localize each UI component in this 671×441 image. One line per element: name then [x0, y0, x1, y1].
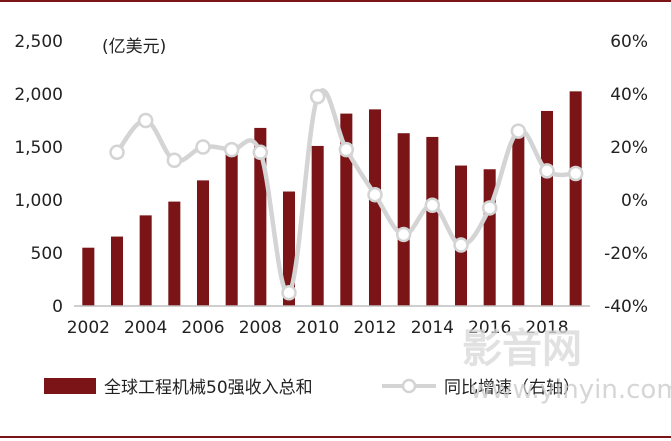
growth-point-2013: [395, 226, 412, 243]
growth-point-2010: [309, 88, 326, 105]
y-right-tick-label: 40%: [610, 85, 648, 105]
y-right-tick-label: 0%: [621, 191, 648, 211]
bar-2005: [168, 201, 181, 306]
y-left-tick-label: 2,000: [14, 85, 63, 105]
bar-2010: [311, 145, 324, 306]
y-left-tick-label: 1,000: [14, 191, 63, 211]
x-tick-label: 2006: [181, 318, 224, 338]
left-axis-unit-label: (亿美元): [102, 37, 166, 57]
legend-line-marker: [401, 378, 417, 394]
y-left-tick-label: 2,500: [14, 32, 63, 52]
growth-point-2016: [481, 200, 498, 216]
x-tick-label: 2004: [124, 318, 167, 338]
growth-point-2019: [567, 165, 584, 182]
growth-point-2012: [367, 186, 383, 203]
bar-2016: [483, 169, 496, 306]
watermark-url: www.yinyin.com: [470, 375, 671, 405]
x-tick-label: 2002: [67, 318, 110, 338]
y-right-tick-label: 60%: [610, 32, 648, 52]
x-tick-label: 2010: [296, 318, 339, 338]
growth-point-2005: [166, 152, 183, 168]
growth-point-2007: [223, 141, 240, 158]
y-left-tick-label: 1,500: [14, 138, 63, 158]
x-tick-label: 2014: [411, 318, 454, 338]
axes: 2,500 2,000 1,500 1,000 500 0 60% 40% 20% 0% -20% -…: [14, 32, 648, 338]
legend-line-label: 同比增速（右轴）: [444, 378, 580, 398]
legend-bar-swatch: [44, 378, 96, 394]
bar-2003: [110, 236, 124, 306]
growth-point-2017: [510, 123, 527, 139]
growth-point-2006: [195, 139, 211, 155]
bottom-border-line: [0, 436, 671, 438]
growth-point-2003: [109, 144, 125, 161]
line-series: [109, 88, 584, 301]
bar-2014: [426, 136, 439, 306]
watermark: 影音网 www.yinyin.com: [462, 326, 671, 405]
growth-point-2009: [281, 285, 297, 301]
bar-2011: [340, 113, 353, 306]
y-left-tick-label: 500: [31, 244, 63, 264]
legend-bar-label: 全球工程机械50强收入总和: [104, 378, 313, 398]
x-tick-label: 2018: [525, 318, 568, 338]
y-left-tick-label: 0: [52, 297, 63, 317]
top-border-line: [0, 0, 671, 2]
bar-2006: [196, 180, 210, 306]
bar-2002: [82, 247, 95, 306]
x-tick-label: 2016: [468, 318, 511, 338]
legend: 全球工程机械50强收入总和 同比增速（右轴）: [44, 378, 580, 398]
growth-point-2018: [539, 163, 555, 179]
bar-2019: [569, 91, 582, 306]
x-tick-label: 2008: [239, 318, 282, 338]
x-tick-label: 2012: [353, 318, 396, 338]
y-right-tick-label: -40%: [604, 297, 648, 317]
bar-series: [82, 91, 582, 307]
bar-2015: [454, 165, 468, 306]
bar-2017: [512, 134, 525, 306]
y-right-tick-label: -20%: [604, 244, 648, 264]
growth-point-2004: [137, 112, 154, 129]
growth-point-2008: [252, 144, 269, 161]
bar-2013: [397, 133, 410, 306]
y-right-tick-label: 20%: [610, 138, 648, 158]
growth-point-2011: [338, 141, 355, 158]
growth-point-2014: [424, 197, 441, 214]
bar-2012: [368, 109, 382, 307]
bar-2018: [540, 110, 554, 307]
bar-2004: [139, 215, 152, 306]
growth-point-2015: [453, 237, 469, 253]
bar-2007: [225, 149, 238, 306]
watermark-text: 影音网: [462, 326, 582, 372]
